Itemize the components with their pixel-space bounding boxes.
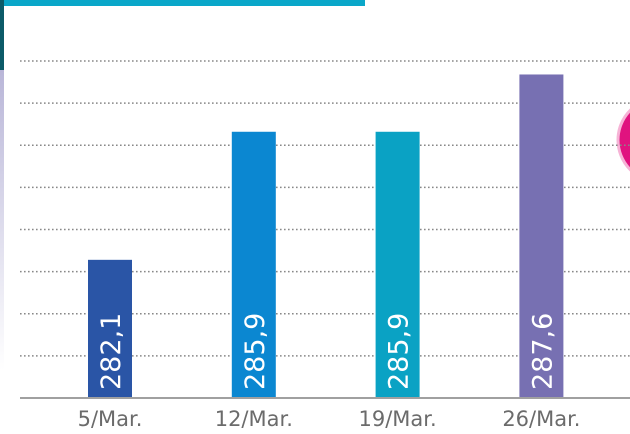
value-label: 287,6 [527,313,558,390]
x-tick-label: 5/Mar. [78,407,143,431]
decor-circle [616,108,630,172]
x-tick-label: 12/Mar. [215,407,293,431]
bars: 282,1 5/Mar. 285,9 12/Mar. 285,9 19/Mar. 287,6… [78,74,580,431]
bar [231,131,276,398]
bar [375,131,420,398]
bar [88,259,132,398]
x-tick-label: 26/Mar. [502,407,580,431]
top-accent [0,0,365,6]
left-strip [0,70,4,370]
x-tick-label: 19/Mar. [359,407,437,431]
bar [519,74,564,398]
left-accent [0,0,4,70]
value-label: 285,9 [384,313,415,390]
value-label: 285,9 [240,313,271,390]
value-label: 282,1 [96,313,127,390]
